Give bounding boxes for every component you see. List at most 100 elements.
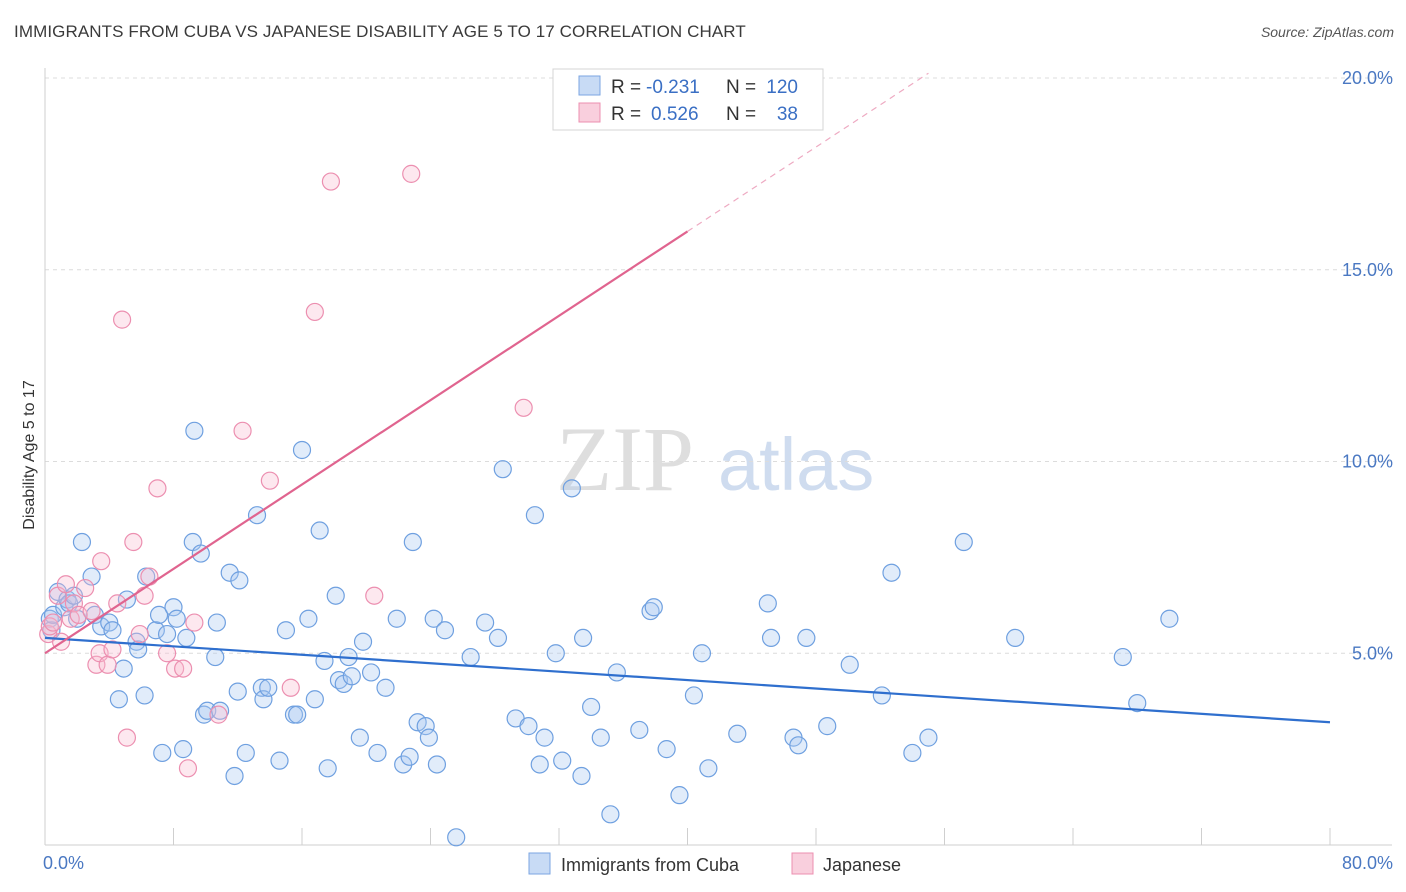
- series-swatch-japanese: [791, 852, 814, 875]
- point-cuba: [758, 594, 777, 613]
- point-cuba: [403, 532, 422, 552]
- y-tick-label: 5.0%: [1352, 643, 1393, 663]
- point-cuba: [220, 563, 239, 582]
- point-cuba: [699, 759, 718, 778]
- point-cuba: [684, 686, 704, 705]
- point-japanese: [402, 164, 421, 183]
- point-cuba: [488, 628, 508, 648]
- point-cuba: [206, 647, 225, 667]
- point-japanese: [514, 398, 533, 417]
- x-tick-label: 0.0%: [43, 853, 84, 873]
- point-japanese: [135, 586, 154, 605]
- point-japanese: [260, 471, 279, 490]
- point-cuba: [535, 728, 554, 747]
- point-cuba: [376, 678, 395, 697]
- point-cuba: [177, 628, 196, 648]
- point-cuba: [350, 728, 369, 747]
- point-cuba: [236, 743, 255, 763]
- point-japanese: [365, 586, 384, 605]
- point-japanese: [98, 655, 117, 674]
- point-cuba: [1160, 609, 1179, 628]
- point-cuba: [135, 686, 154, 705]
- source-credit: Source: ZipAtlas.com: [1260, 24, 1394, 40]
- point-cuba: [252, 678, 271, 697]
- point-cuba: [882, 563, 901, 582]
- point-cuba: [1113, 647, 1132, 667]
- point-japanese: [82, 601, 101, 621]
- point-japanese: [305, 302, 324, 322]
- point-cuba: [305, 690, 324, 709]
- point-cuba: [424, 609, 443, 628]
- point-cuba: [657, 740, 676, 759]
- point-cuba: [553, 751, 572, 770]
- point-cuba: [114, 659, 133, 678]
- point-cuba: [109, 690, 128, 709]
- point-cuba: [519, 717, 538, 736]
- point-cuba: [153, 743, 172, 763]
- point-japanese: [157, 644, 177, 663]
- point-cuba: [185, 421, 204, 440]
- point-cuba: [157, 624, 177, 644]
- point-japanese: [112, 310, 132, 329]
- stats-legend: R = -0.231 N = 120 R = 0.526 N = 38: [552, 68, 824, 131]
- legend-r-value-2: 0.526: [651, 104, 699, 125]
- point-cuba: [82, 567, 101, 586]
- point-cuba: [164, 598, 183, 617]
- point-cuba: [198, 701, 217, 720]
- point-japanese: [148, 479, 167, 498]
- point-cuba: [525, 506, 545, 525]
- point-cuba: [276, 621, 296, 640]
- data-points: [39, 164, 1179, 847]
- axes: [44, 68, 1392, 846]
- point-cuba: [225, 766, 244, 786]
- point-cuba: [368, 743, 387, 763]
- point-cuba: [692, 644, 712, 663]
- legend-n-label-1: N =: [726, 77, 756, 98]
- point-cuba: [797, 628, 816, 648]
- point-cuba: [644, 598, 663, 617]
- point-japanese: [124, 532, 143, 552]
- point-cuba: [447, 828, 466, 847]
- point-cuba: [400, 747, 419, 766]
- point-cuba: [310, 521, 329, 540]
- point-japanese: [185, 613, 204, 632]
- point-cuba: [228, 682, 247, 701]
- point-cuba: [476, 613, 495, 632]
- point-cuba: [174, 740, 193, 759]
- point-japanese: [140, 567, 159, 586]
- point-cuba: [149, 605, 169, 625]
- point-cuba: [954, 532, 973, 552]
- tick-labels: 5.0% 10.0% 15.0% 20.0% 0.0% 80.0%: [43, 68, 1393, 873]
- point-japanese: [76, 578, 95, 598]
- point-cuba: [572, 766, 591, 786]
- series-legend: Immigrants from Cuba Japanese: [528, 852, 901, 875]
- point-cuba: [299, 609, 318, 628]
- point-cuba: [435, 621, 455, 640]
- point-cuba: [288, 705, 307, 724]
- legend-swatch-cuba: [578, 75, 601, 96]
- series-swatch-cuba: [528, 852, 551, 875]
- point-cuba: [573, 628, 593, 648]
- point-cuba: [670, 786, 689, 805]
- point-cuba: [840, 655, 859, 674]
- point-cuba: [903, 743, 922, 763]
- chart-title: IMMIGRANTS FROM CUBA VS JAPANESE DISABIL…: [14, 22, 746, 41]
- point-japanese: [178, 759, 198, 778]
- point-japanese: [64, 594, 84, 613]
- point-cuba: [72, 532, 92, 552]
- point-cuba: [353, 632, 373, 651]
- grid-lines: [45, 77, 1392, 654]
- point-cuba: [326, 586, 345, 605]
- point-cuba: [361, 663, 381, 682]
- point-cuba: [427, 755, 447, 774]
- point-japanese: [321, 172, 341, 191]
- point-cuba: [530, 755, 549, 774]
- series-label-cuba: Immigrants from Cuba: [561, 855, 740, 875]
- y-tick-label: 20.0%: [1342, 68, 1393, 88]
- point-japanese: [103, 640, 122, 659]
- point-japanese: [233, 421, 252, 440]
- point-cuba: [582, 697, 601, 717]
- legend-n-value-1: 120: [766, 77, 798, 98]
- legend-n-value-2: 38: [777, 104, 798, 125]
